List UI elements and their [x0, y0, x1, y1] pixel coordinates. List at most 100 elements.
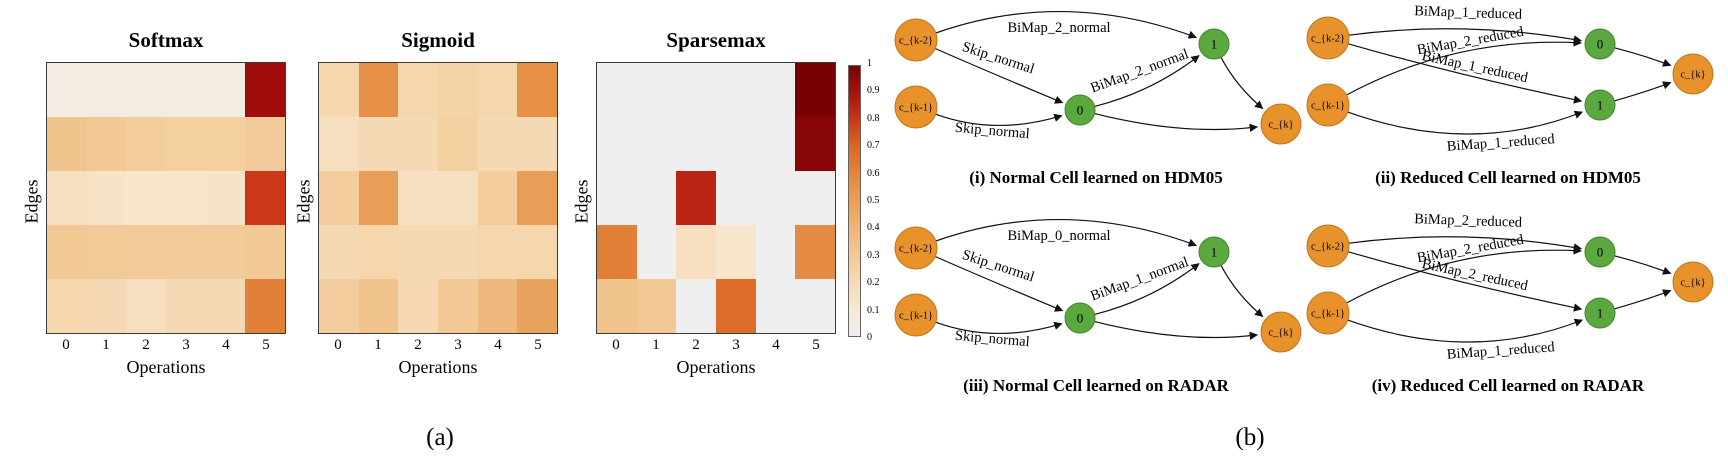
colorbar-tick: 0.8 [867, 112, 880, 124]
x-tick: 0 [612, 337, 620, 353]
heatmap-cell [716, 63, 756, 117]
heatmap-cell [358, 171, 399, 225]
heatmap-cell [126, 279, 166, 333]
graph-node-n1 [1198, 28, 1230, 60]
heatmap-cell [205, 63, 246, 117]
heatmap-cell [86, 171, 127, 225]
x-tick: 4 [222, 337, 230, 353]
heatmap-cell [716, 279, 756, 333]
heatmap-cell [47, 225, 87, 279]
heatmap-title-softmax: Softmax [128, 28, 204, 52]
heatmap-cell [319, 63, 359, 117]
graph-node-n1 [1198, 236, 1230, 268]
heatmap-cell [636, 279, 677, 333]
heatmap-cell [636, 225, 677, 279]
graph-node-label: c_{k} [1268, 120, 1293, 131]
graph-edge [1614, 255, 1672, 275]
heatmap-cell [358, 63, 399, 117]
edge-label: BiMap_1_reduced [1420, 48, 1530, 86]
edge-label: BiMap_1_reduced [1414, 4, 1523, 23]
graph-node-ck1 [894, 85, 938, 129]
x-tick: 1 [374, 337, 382, 353]
graph-node-label: c_{k} [1268, 328, 1293, 339]
graph-node-label: c_{k-1} [899, 103, 933, 114]
heatmap-cell [716, 171, 756, 225]
heatmap-cell [398, 225, 438, 279]
graph-node-ck2 [894, 18, 938, 62]
x-axis-label: Operations [398, 357, 478, 377]
heatmap-cell [319, 279, 359, 333]
heatmap-cell [676, 225, 716, 279]
edge-label: BiMap_2_reduced [1414, 212, 1523, 231]
heatmap-cell [126, 63, 166, 117]
cell-graph-reduced-radar: c_{k-2} c_{k-1} 0 1 c_{k} BiMap_2_reduced BiMa… [1296, 212, 1720, 396]
graph-node-n0 [1064, 302, 1096, 334]
colorbar-tick: 0.5 [867, 194, 880, 206]
heatmap-cell [716, 225, 756, 279]
cell-graph-svg: c_{k-2} c_{k-1} 0 1 c_{k} BiMap_1_reduced BiMa… [1306, 4, 1714, 155]
heatmap-cell [676, 63, 716, 117]
heatmap-cell [636, 171, 677, 225]
heatmap-cell [517, 63, 557, 117]
graph-edge [934, 255, 1064, 312]
edge-label: Skip_normal [960, 247, 1036, 285]
x-tick: 3 [454, 337, 462, 353]
heatmap-cell [398, 279, 438, 333]
heatmap-cell [47, 63, 87, 117]
x-tick: 2 [692, 337, 700, 353]
heatmap-cell [597, 171, 637, 225]
graph-node-label: c_{k-2} [1311, 34, 1345, 45]
heatmap-cell [755, 117, 796, 171]
heatmap-cell [47, 117, 87, 171]
edge-label: BiMap_2_normal [1088, 46, 1190, 96]
heatmap-cell [205, 225, 246, 279]
heatmap-cell [636, 117, 677, 171]
graph-node-ck2 [1306, 16, 1350, 60]
heatmap-cell [86, 117, 127, 171]
heatmap-cell [398, 171, 438, 225]
heatmap-cell [358, 279, 399, 333]
graph-node-n1 [1584, 89, 1616, 121]
heatmap-cell [517, 279, 557, 333]
x-tick: 1 [102, 337, 110, 353]
x-tick: 0 [62, 337, 70, 353]
heatmap-cell [319, 171, 359, 225]
x-tick: 4 [772, 337, 780, 353]
y-axis-label: Edges [571, 179, 592, 224]
colorbar: 1 0.9 0.8 0.7 0.6 0.5 0.4 0.3 0.2 0.1 0 [848, 59, 880, 342]
edge-label: BiMap_0_normal [1007, 228, 1110, 244]
colorbar-gradient [848, 65, 861, 337]
heatmap-cell [245, 63, 285, 117]
heatmap-cell [597, 63, 637, 117]
heatmap-cell [358, 225, 399, 279]
graph-node-label: c_{k} [1680, 278, 1705, 289]
heatmap-cell [477, 171, 518, 225]
subfigure-label-a: (a) [426, 424, 454, 451]
graph-node-label: 1 [1211, 37, 1218, 52]
x-tick: 3 [182, 337, 190, 353]
graph-edge [1614, 81, 1672, 102]
graph-edge [1348, 251, 1583, 312]
graph-node-ck1 [894, 293, 938, 337]
graph-edge [1220, 265, 1264, 318]
x-tick: 1 [652, 337, 660, 353]
heatmap-cell [166, 117, 206, 171]
x-tick: 2 [414, 337, 422, 353]
graph-edge [934, 47, 1064, 104]
edge-label: Skip_normal [954, 120, 1030, 142]
heatmap-cell [676, 117, 716, 171]
graph-edge [1346, 38, 1582, 96]
graph-node-n0 [1584, 236, 1616, 268]
heatmap-cell [438, 171, 478, 225]
graph-edge [935, 113, 1063, 127]
heatmap-cell [477, 117, 518, 171]
graph-node-label: c_{k-2} [899, 36, 933, 47]
colorbar-tick: 0 [867, 331, 872, 343]
graph-edge [1348, 236, 1583, 252]
cell-graph-normal-hdm05: c_{k-2} c_{k-1} 0 1 c_{k} BiMap_2_normal Skip_… [884, 4, 1308, 188]
heatmap-cell [597, 117, 637, 171]
graph-node-ck2 [894, 226, 938, 270]
colorbar-tick: 0.9 [867, 85, 880, 97]
graph-node-n0 [1584, 28, 1616, 60]
